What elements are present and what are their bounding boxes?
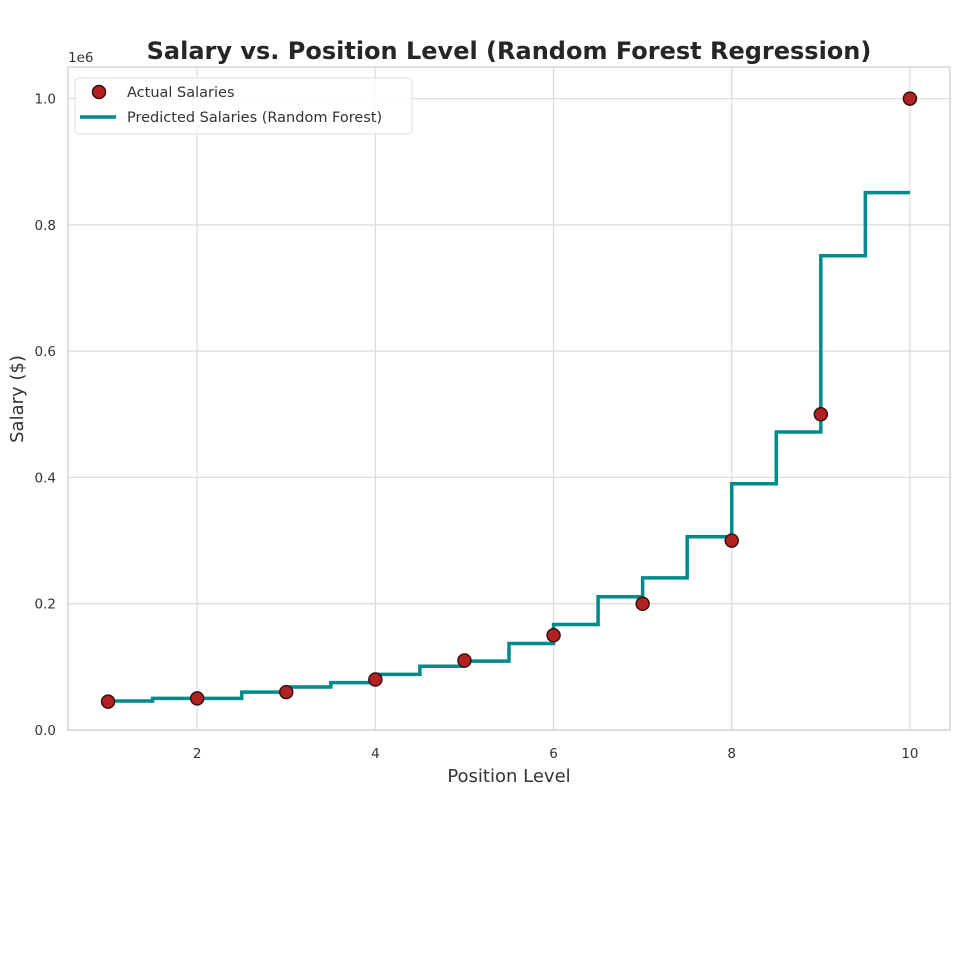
chart-title: Salary vs. Position Level (Random Forest… xyxy=(147,37,872,65)
y-tick-label: 0.6 xyxy=(35,344,56,360)
actual-salary-point xyxy=(635,596,650,611)
y-axis-label: Salary ($) xyxy=(7,355,28,443)
y-tick-label: 1.0 xyxy=(35,92,56,108)
actual-salary-point xyxy=(457,653,472,668)
plot-frame xyxy=(67,66,951,731)
actual-salary-point xyxy=(813,407,829,422)
y-tick-label: 0.4 xyxy=(35,470,56,486)
actual-salary-point xyxy=(100,694,116,709)
legend-box xyxy=(74,77,413,135)
actual-salary-point xyxy=(902,91,918,106)
grid-lines xyxy=(68,67,950,731)
y-axis-ticks: 0.0 0.2 0.4 0.6 0.8 1.0 xyxy=(35,92,56,739)
y-tick-label: 0.8 xyxy=(35,218,56,234)
x-tick-label: 8 xyxy=(727,746,736,762)
x-tick-label: 10 xyxy=(901,746,918,762)
x-tick-label: 4 xyxy=(371,746,380,762)
actual-salary-point xyxy=(368,672,383,687)
x-tick-label: 2 xyxy=(193,746,202,762)
legend-marker-actual-salaries xyxy=(91,84,107,100)
plot-area xyxy=(68,67,950,730)
actual-salary-point xyxy=(189,691,205,706)
x-axis-label: Position Level xyxy=(447,766,570,787)
y-tick-label: 0.0 xyxy=(35,723,56,739)
series-layer xyxy=(100,91,918,709)
legend-label-actual-salaries: Actual Salaries xyxy=(127,85,235,101)
actual-salary-point xyxy=(724,533,739,548)
x-tick-label: 6 xyxy=(549,746,558,762)
actual-salary-point xyxy=(279,684,294,700)
y-tick-label: 0.2 xyxy=(35,597,56,613)
x-axis-ticks: 2 4 6 8 10 xyxy=(193,746,919,762)
y-offset-label: 1e6 xyxy=(68,50,93,66)
legend: Actual Salaries Predicted Salaries (Rand… xyxy=(74,77,413,135)
legend-label-predicted-salaries: Predicted Salaries (Random Forest) xyxy=(127,110,382,126)
actual-salary-point xyxy=(546,628,561,643)
